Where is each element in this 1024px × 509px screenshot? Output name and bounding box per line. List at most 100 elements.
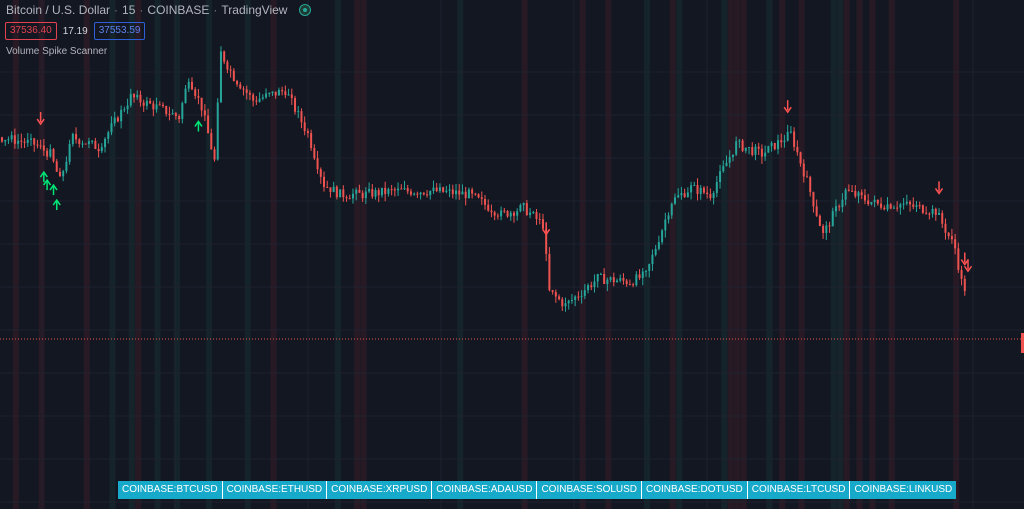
candle-body bbox=[731, 154, 734, 158]
volume-band bbox=[154, 0, 161, 509]
chart-header: Bitcoin / U.S. Dollar · 15 · COINBASE · … bbox=[6, 3, 312, 17]
candle-body bbox=[564, 303, 567, 307]
candle-body bbox=[661, 230, 664, 243]
volume-band bbox=[869, 0, 876, 509]
exchange-label: COINBASE bbox=[147, 3, 210, 17]
candle-body bbox=[152, 103, 155, 110]
volume-band bbox=[830, 0, 837, 509]
candle-body bbox=[129, 94, 132, 106]
candle-body bbox=[65, 161, 68, 172]
candle-body bbox=[496, 215, 499, 217]
candle-body bbox=[545, 228, 548, 254]
candle-body bbox=[455, 190, 458, 195]
candle-body bbox=[493, 212, 496, 216]
candle-body bbox=[709, 194, 712, 199]
candle-body bbox=[567, 300, 570, 304]
candle-body bbox=[1, 137, 3, 142]
candle-body bbox=[616, 280, 619, 283]
volume-band bbox=[579, 0, 586, 509]
candle-body bbox=[126, 105, 129, 110]
separator: · bbox=[213, 3, 218, 17]
candle-body bbox=[876, 199, 879, 204]
candle-body bbox=[284, 91, 287, 96]
candle-body bbox=[477, 194, 480, 198]
candle-body bbox=[168, 113, 171, 115]
candle-body bbox=[590, 285, 593, 288]
candle-body bbox=[519, 205, 522, 212]
candle-body bbox=[319, 169, 322, 177]
candle-body bbox=[699, 187, 702, 194]
candle-body bbox=[120, 109, 123, 122]
candle-body bbox=[764, 152, 767, 157]
candle-body bbox=[17, 140, 20, 144]
buy-price-button[interactable]: 37553.59 bbox=[93, 22, 146, 40]
candle-body bbox=[409, 191, 412, 195]
candle-body bbox=[918, 205, 921, 207]
candle-body bbox=[490, 210, 493, 213]
candle-body bbox=[252, 94, 255, 101]
candle-body bbox=[248, 92, 251, 95]
candle-body bbox=[416, 193, 419, 195]
candle-body bbox=[583, 290, 586, 296]
candle-body bbox=[648, 264, 651, 271]
candle-body bbox=[609, 277, 612, 280]
candle-body bbox=[722, 166, 725, 172]
candle-body bbox=[651, 254, 654, 265]
candle-body bbox=[702, 187, 705, 193]
candle-body bbox=[364, 191, 367, 199]
down-arrow-icon bbox=[963, 265, 973, 273]
candle-body bbox=[197, 96, 200, 98]
candle-body bbox=[239, 84, 242, 89]
candle-body bbox=[751, 147, 754, 155]
candle-body bbox=[670, 203, 673, 216]
candle-body bbox=[403, 188, 406, 190]
candle-body bbox=[368, 189, 371, 192]
candle-body bbox=[377, 190, 380, 196]
candle-body bbox=[55, 161, 58, 172]
symbol-cell: COINBASE:LINKUSD bbox=[850, 481, 957, 499]
candle-body bbox=[712, 192, 715, 199]
sell-price-button[interactable]: 37536.40 bbox=[5, 22, 57, 40]
candle-body bbox=[854, 190, 857, 197]
candle-body bbox=[831, 211, 834, 227]
candle-body bbox=[809, 176, 812, 193]
volume-band bbox=[173, 0, 180, 509]
candle-body bbox=[387, 189, 390, 194]
market-status-icon[interactable] bbox=[299, 4, 312, 16]
candle-body bbox=[23, 141, 26, 143]
candle-body bbox=[229, 69, 232, 71]
candle-body bbox=[300, 111, 303, 123]
candle-body bbox=[371, 189, 374, 197]
candle-body bbox=[516, 211, 519, 216]
volume-band bbox=[740, 0, 747, 509]
candle-body bbox=[796, 146, 799, 153]
candle-body bbox=[458, 190, 461, 195]
candle-body bbox=[384, 187, 387, 194]
candle-body bbox=[149, 100, 152, 104]
candle-body bbox=[793, 131, 796, 147]
source-label: TradingView bbox=[221, 3, 288, 17]
candle-body bbox=[599, 273, 602, 275]
candle-body bbox=[522, 203, 525, 206]
interval-label[interactable]: 15 bbox=[122, 3, 136, 17]
candle-body bbox=[380, 187, 383, 196]
candle-body bbox=[107, 132, 110, 139]
candle-body bbox=[133, 94, 136, 98]
candle-body bbox=[165, 106, 168, 114]
candle-body bbox=[123, 109, 126, 111]
candle-body bbox=[313, 148, 316, 159]
candle-body bbox=[46, 150, 49, 157]
candle-body bbox=[445, 190, 448, 192]
candle-body bbox=[87, 141, 90, 145]
candle-body bbox=[728, 157, 731, 163]
candle-body bbox=[277, 89, 280, 96]
symbol-name[interactable]: Bitcoin / U.S. Dollar bbox=[6, 3, 111, 17]
candle-body bbox=[75, 133, 78, 140]
candle-body bbox=[97, 148, 100, 152]
volume-highlight-bands bbox=[12, 0, 960, 509]
indicator-title[interactable]: Volume Spike Scanner bbox=[6, 46, 108, 57]
candle-body bbox=[281, 89, 284, 92]
candle-body bbox=[645, 270, 647, 272]
candle-body bbox=[245, 89, 248, 93]
